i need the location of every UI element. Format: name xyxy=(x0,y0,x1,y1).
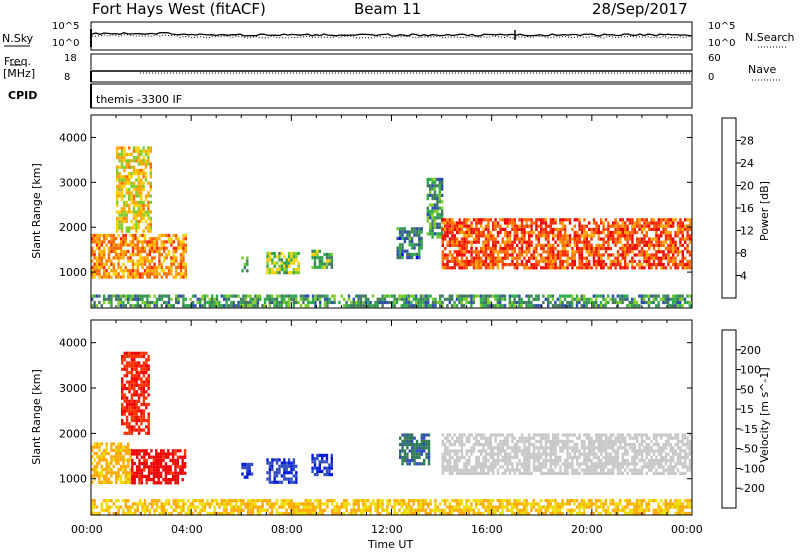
velocity-panel: 1000 2000 3000 4000 Slant Range [km] xyxy=(30,319,693,516)
nave-tick-low: 0 xyxy=(708,72,715,83)
colorbar-label: 20 xyxy=(740,180,754,193)
nsearch-label: N.Search xyxy=(745,31,795,44)
colorbar-label: 28 xyxy=(740,135,754,148)
freq-unit-label: [MHz] xyxy=(3,67,36,80)
x-tick-6: 00:00 xyxy=(671,523,703,536)
freq-tick-low: 8 xyxy=(64,72,71,83)
y-tick-label: 2000 xyxy=(59,221,87,234)
nave-label: Nave xyxy=(748,63,777,76)
y-tick-label: 3000 xyxy=(59,382,87,395)
colorbar-label: 100 xyxy=(740,364,761,377)
power-colorbar: 4 8 12 16 20 24 28 xyxy=(721,117,754,299)
velocity-colorbar: 200 100 50 15 -15 -50 -100 -200 xyxy=(721,329,765,509)
nsearch-tick-low: 10^0 xyxy=(708,38,736,49)
echo-region-2 xyxy=(241,256,249,273)
nsearch-tick-high: 10^5 xyxy=(708,21,736,32)
colorbar-label: 16 xyxy=(740,202,754,215)
echo-region-2 xyxy=(121,351,150,435)
echo-region-8 xyxy=(91,499,692,515)
colorbar-label: -50 xyxy=(740,443,758,456)
y-tick-label: 4000 xyxy=(59,131,87,144)
echo-region-8 xyxy=(91,294,692,308)
colorbar-label: 50 xyxy=(740,383,754,396)
echo-region-6 xyxy=(426,177,444,239)
cpid-label: CPID xyxy=(8,89,38,102)
date-label: 28/Sep/2017 xyxy=(592,0,688,18)
y-tick-label: 2000 xyxy=(59,427,87,440)
colorbar-label: 15 xyxy=(740,403,754,416)
freq-tick-high: 18 xyxy=(64,53,77,64)
echo-region-3 xyxy=(266,251,300,275)
echo-region-0 xyxy=(91,233,187,279)
colorbar-label: -100 xyxy=(740,462,765,475)
echo-region-0 xyxy=(91,442,132,484)
cpid-mode: themis -3300 IF xyxy=(96,93,183,106)
nsky-tick-high: 10^5 xyxy=(52,21,80,32)
x-tick-0: 00:00 xyxy=(71,523,103,536)
nsky-label: N.Sky xyxy=(2,32,34,45)
echo-region-4 xyxy=(311,249,333,269)
colorbar-frame xyxy=(721,117,737,299)
x-tick-2: 08:00 xyxy=(271,523,303,536)
echo-region-5 xyxy=(311,453,333,477)
colorbar-label: -200 xyxy=(740,482,765,495)
echo-region-1 xyxy=(116,146,152,233)
station-title: Fort Hays West (fitACF) xyxy=(92,0,266,18)
x-tick-1: 04:00 xyxy=(171,523,203,536)
x-axis-title: Time UT xyxy=(368,538,414,551)
colorbar-label: 24 xyxy=(740,157,754,170)
colorbar-label: -15 xyxy=(740,423,758,436)
velocity-colorbar-title: Velocity [m s^-1] xyxy=(758,367,771,462)
sky-noise-panel xyxy=(4,21,788,51)
colorbar-label: 12 xyxy=(740,225,754,238)
y-tick-label: 1000 xyxy=(59,266,87,279)
colorbar-label: 200 xyxy=(740,344,761,357)
y-tick-label: 4000 xyxy=(59,337,87,350)
x-tick-5: 20:00 xyxy=(571,523,603,536)
power-ylabel: Slant Range [km] xyxy=(30,163,43,259)
nave-tick-high: 60 xyxy=(708,53,721,64)
x-tick-3: 12:00 xyxy=(371,523,403,536)
freq-label: Freq. xyxy=(4,55,32,68)
colorbar-label: 4 xyxy=(740,270,747,283)
power-panel: 1000 2000 3000 4000 Slant Range [km] xyxy=(30,114,693,309)
echo-region-7 xyxy=(441,433,692,475)
colorbar-frame xyxy=(721,329,737,509)
nsky-tick-low: 10^0 xyxy=(52,38,80,49)
y-tick-label: 1000 xyxy=(59,473,87,486)
velocity-ylabel: Slant Range [km] xyxy=(30,369,43,465)
x-tick-4: 16:00 xyxy=(471,523,503,536)
echo-region-7 xyxy=(441,218,692,270)
echo-region-6 xyxy=(399,433,431,466)
power-colorbar-title: Power [dB] xyxy=(758,181,771,241)
beam-label: Beam 11 xyxy=(354,0,422,18)
y-tick-label: 3000 xyxy=(59,176,87,189)
echo-region-3 xyxy=(241,462,254,479)
echo-region-5 xyxy=(396,227,423,260)
echo-region-4 xyxy=(266,458,298,484)
cpid-panel xyxy=(90,83,693,109)
echo-region-1 xyxy=(131,449,187,485)
freq-nave-panel xyxy=(10,53,780,83)
colorbar-label: 8 xyxy=(740,247,747,260)
